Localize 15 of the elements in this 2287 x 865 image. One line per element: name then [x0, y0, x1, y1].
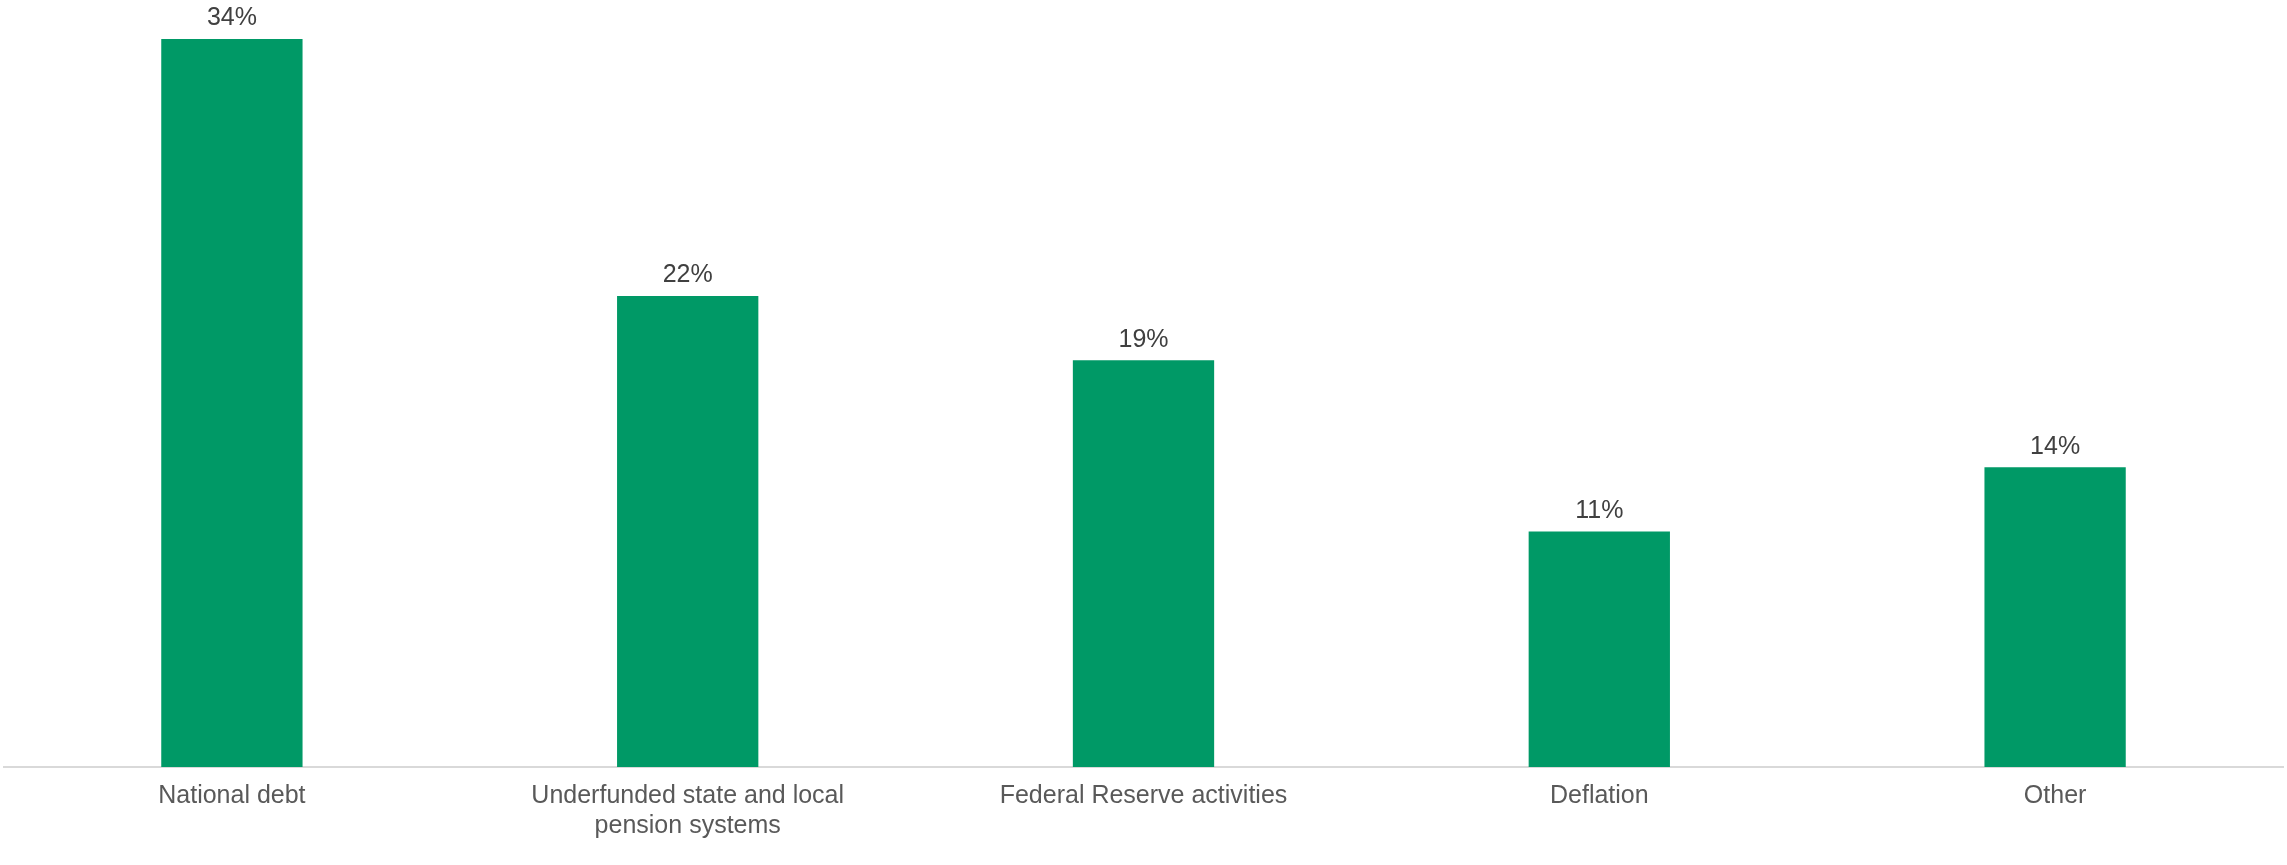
- bar: [161, 39, 303, 767]
- bar: [1072, 360, 1215, 767]
- data-label: 34%: [206, 2, 257, 31]
- bar: [1528, 531, 1670, 767]
- bar: [1984, 467, 2126, 767]
- bar: [617, 295, 759, 767]
- x-tick-label: National debt: [158, 779, 306, 808]
- x-tick-label: Federal Reserve activities: [999, 779, 1288, 808]
- x-tick-label: Other: [2023, 779, 2087, 808]
- x-tick-label: Deflation: [1549, 779, 1649, 808]
- data-label: 14%: [2030, 430, 2081, 459]
- x-tick-label: Underfunded state and local pension systems: [531, 779, 845, 838]
- data-label: 11%: [1575, 494, 1624, 523]
- data-label: 22%: [662, 259, 713, 288]
- data-label: 19%: [1118, 323, 1169, 352]
